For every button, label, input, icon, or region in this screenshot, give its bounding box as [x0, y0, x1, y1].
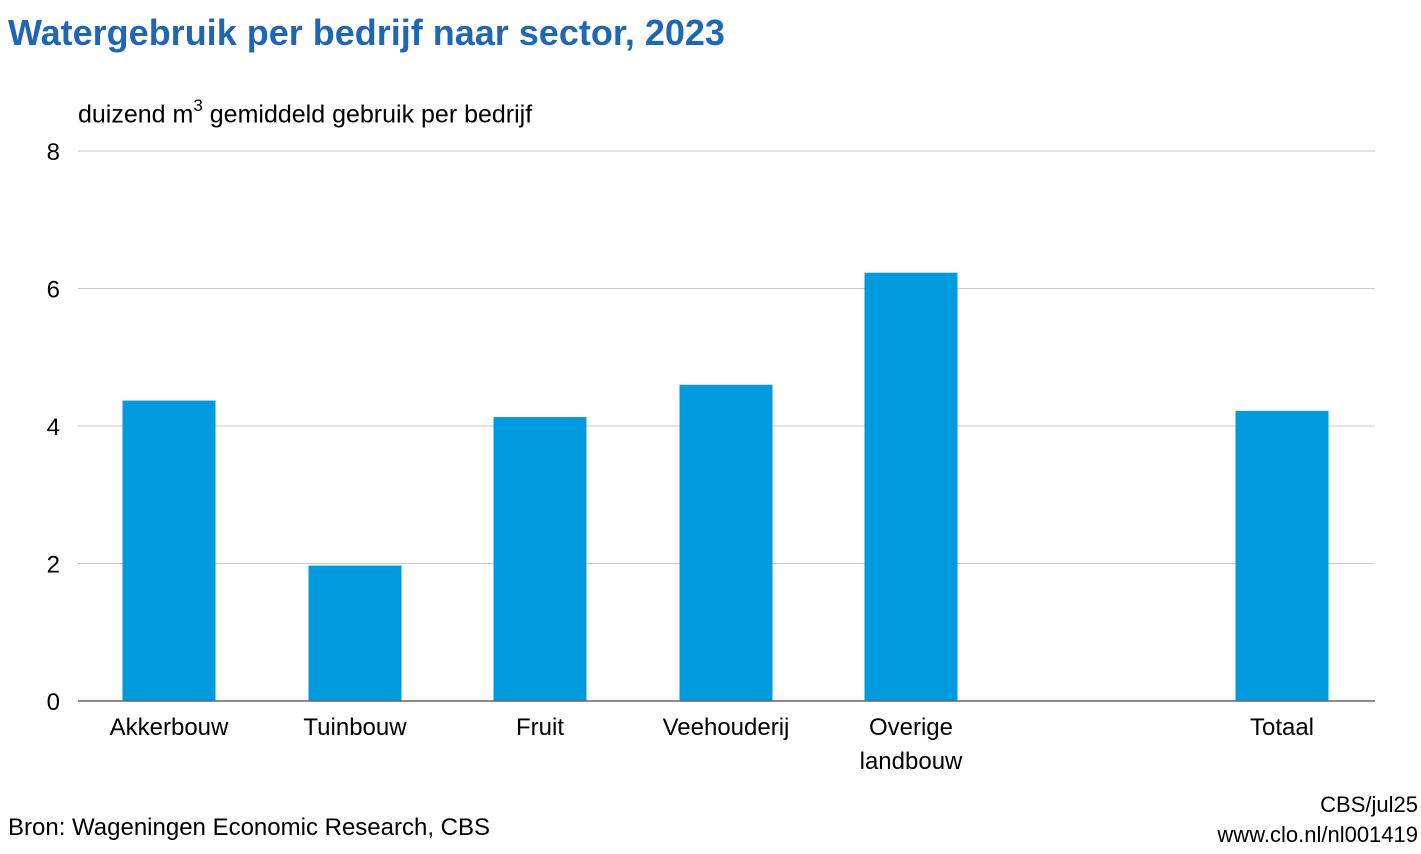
credit-line: CBS/jul25 — [1320, 792, 1418, 817]
y-tick-label: 2 — [47, 552, 60, 579]
bar — [493, 417, 587, 701]
y-axis-label: duizend m3 gemiddeld gebruik per bedrijf — [78, 96, 533, 129]
x-tick-labels: Akkerbouw Tuinbouw Fruit Veehouderij Overige… — [110, 714, 1314, 775]
source-url: www.clo.nl/nl001419 — [1217, 822, 1418, 847]
y-tick-label: 0 — [47, 689, 60, 716]
y-axis-label-text: duizend m — [78, 100, 194, 129]
x-tick-label: Fruit — [516, 714, 564, 741]
y-tick-label: 6 — [47, 277, 60, 304]
bar — [864, 272, 958, 701]
credits: CBS/jul25 www.clo.nl/nl001419 — [1217, 790, 1418, 850]
x-tick-label: Veehouderij — [663, 714, 790, 741]
y-axis-label-superscript: 3 — [193, 96, 203, 115]
source-note: Bron: Wageningen Economic Research, CBS — [8, 814, 491, 841]
chart-title: Watergebruik per bedrijf naar sector, 20… — [8, 12, 725, 53]
x-tick-label: Akkerbouw — [110, 714, 229, 741]
bar — [679, 384, 773, 701]
y-axis-label-suffix: gemiddeld gebruik per bedrijf — [202, 100, 533, 129]
x-tick-label: Overige landbouw — [860, 714, 963, 775]
y-tick-labels: 0 2 4 6 8 — [47, 139, 60, 716]
bar — [122, 400, 216, 701]
bar — [1235, 410, 1329, 701]
x-tick-label: Totaal — [1250, 714, 1314, 741]
x-tick-label: Tuinbouw — [303, 714, 407, 741]
bars — [122, 272, 1329, 701]
y-tick-label: 4 — [47, 414, 60, 441]
y-tick-label: 8 — [47, 139, 60, 166]
bar — [308, 565, 402, 701]
